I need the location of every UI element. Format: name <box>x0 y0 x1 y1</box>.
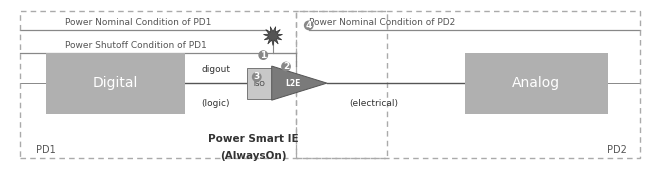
FancyBboxPatch shape <box>247 68 272 99</box>
Text: PD2: PD2 <box>607 145 627 155</box>
Ellipse shape <box>258 50 268 60</box>
Text: PD1: PD1 <box>36 145 55 155</box>
Text: Analog: Analog <box>512 76 560 90</box>
Ellipse shape <box>252 72 262 82</box>
Text: ISO: ISO <box>254 80 265 87</box>
Polygon shape <box>263 27 283 46</box>
Polygon shape <box>272 66 327 100</box>
Text: Power Shutoff Condition of PD1: Power Shutoff Condition of PD1 <box>65 41 207 50</box>
Text: Power Nominal Condition of PD2: Power Nominal Condition of PD2 <box>309 18 455 27</box>
Text: L2E: L2E <box>285 79 300 88</box>
Text: Digital: Digital <box>93 76 138 90</box>
Text: 4: 4 <box>306 21 312 30</box>
Text: (AlwaysOn): (AlwaysOn) <box>220 151 287 161</box>
Text: Power Nominal Condition of PD1: Power Nominal Condition of PD1 <box>65 18 211 27</box>
Text: (electrical): (electrical) <box>349 99 398 108</box>
Text: 1: 1 <box>260 51 266 60</box>
Text: (logic): (logic) <box>202 99 230 108</box>
Text: Power Smart IE: Power Smart IE <box>208 134 299 144</box>
Text: 3: 3 <box>254 72 260 82</box>
Text: 2: 2 <box>283 62 289 71</box>
Text: digout: digout <box>202 65 230 74</box>
Ellipse shape <box>304 20 314 30</box>
FancyBboxPatch shape <box>465 52 608 114</box>
FancyBboxPatch shape <box>46 52 185 114</box>
Ellipse shape <box>281 62 291 71</box>
